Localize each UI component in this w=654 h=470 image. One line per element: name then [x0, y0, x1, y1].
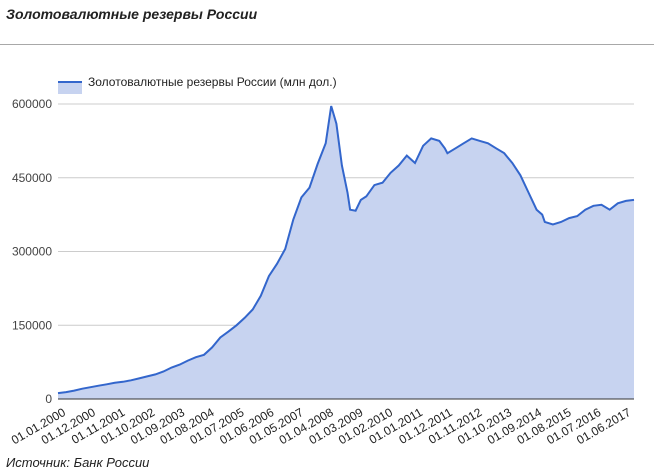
y-axis-ticks: 0 150000 300000 450000 600000	[12, 97, 52, 406]
area-fill	[58, 106, 634, 399]
legend-swatch-area	[58, 82, 82, 94]
y-tick-label: 450000	[12, 171, 52, 185]
y-tick-label: 0	[45, 392, 52, 406]
legend: Золотовалютные резервы России (млн дол.)	[58, 75, 337, 94]
y-tick-label: 300000	[12, 245, 52, 259]
title-divider	[0, 44, 654, 45]
series-line	[57, 105, 635, 395]
x-axis-ticks: 01.01.200001.12.200001.11.200101.10.2002…	[9, 405, 634, 447]
y-tick-label: 600000	[12, 97, 52, 111]
source-note: Источник: Банк России	[6, 455, 150, 470]
y-tick-label: 150000	[12, 318, 52, 332]
page-title: Золотовалютные резервы России	[6, 6, 258, 22]
legend-label: Золотовалютные резервы России (млн дол.)	[88, 75, 337, 89]
